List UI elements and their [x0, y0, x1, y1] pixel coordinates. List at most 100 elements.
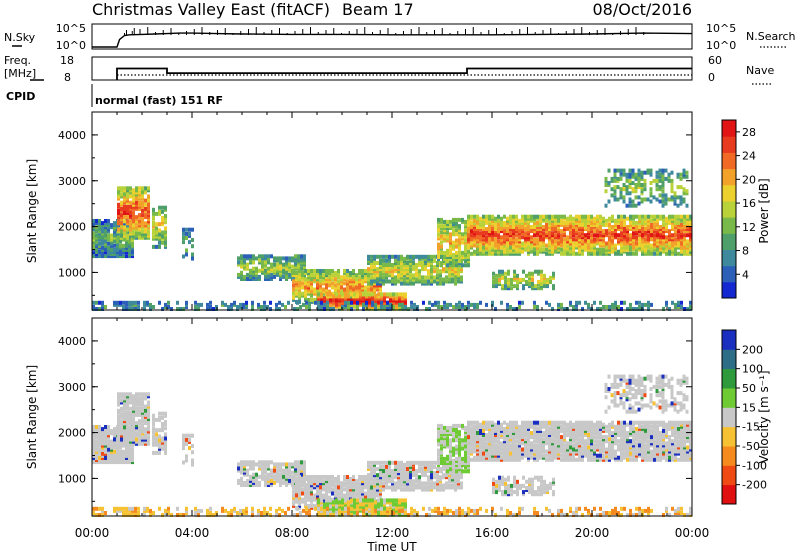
echo-cell: [322, 479, 325, 484]
echo-cell: [152, 442, 155, 447]
echo-cell: [677, 241, 680, 246]
echo-cell: [128, 247, 131, 252]
echo-cell: [191, 458, 194, 463]
echo-cell: [587, 235, 590, 240]
echo-cell: [656, 247, 659, 252]
echo-cell: [602, 231, 605, 236]
echo-cell: [325, 285, 328, 290]
echo-cell: [542, 237, 545, 242]
echo-cell: [467, 245, 470, 250]
echo-cell: [634, 183, 638, 187]
echo-cell: [335, 302, 338, 307]
echo-cell: [643, 183, 647, 187]
echo-cell: [246, 478, 249, 483]
echo-cell: [319, 273, 322, 278]
echo-cell: [452, 305, 455, 309]
echo-cell: [491, 214, 494, 219]
echo-cell: [164, 420, 167, 424]
echo-cell: [322, 485, 325, 490]
echo-cell: [662, 241, 665, 246]
echo-cell: [152, 244, 155, 249]
echo-cell: [300, 262, 303, 267]
echo-cell: [440, 263, 443, 268]
echo-cell: [282, 474, 285, 479]
echo-cell: [135, 217, 138, 222]
echo-cell: [98, 427, 101, 432]
echo-cell: [264, 277, 267, 281]
echo-cell: [617, 305, 620, 309]
echo-cell: [485, 214, 488, 219]
echo-cell: [427, 275, 430, 280]
echo-cell: [349, 295, 352, 300]
echo-cell: [270, 262, 273, 267]
echo-cell: [578, 225, 581, 229]
echo-cell: [98, 225, 101, 230]
echo-cell: [295, 279, 298, 284]
echo-cell: [338, 508, 341, 513]
echo-cell: [131, 302, 134, 307]
echo-cell: [332, 508, 335, 513]
echo-cell: [188, 433, 191, 438]
echo-cell: [613, 197, 617, 202]
echo-cell: [329, 510, 332, 515]
echo-cell: [543, 273, 546, 278]
echo-cell: [122, 247, 125, 252]
echo-cell: [661, 181, 665, 185]
echo-cell: [146, 302, 149, 307]
echo-cell: [527, 235, 530, 240]
echo-cell: [117, 211, 120, 215]
echo-cell: [659, 251, 662, 256]
echo-cell: [120, 423, 123, 428]
echo-cell: [107, 241, 110, 246]
echo-cell: [635, 229, 638, 234]
echo-cell: [317, 292, 320, 297]
echo-cell: [255, 277, 258, 281]
echo-cell: [551, 231, 554, 236]
echo-cell: [602, 251, 605, 256]
echo-cell: [300, 468, 303, 473]
colorbar-tick-label: 8: [742, 245, 749, 258]
echo-cell: [437, 244, 440, 249]
echo-cell: [267, 272, 270, 277]
echo-cell: [479, 218, 482, 223]
echo-cell: [560, 235, 563, 240]
echo-cell: [457, 267, 460, 272]
echo-cell: [497, 218, 500, 223]
echo-cell: [107, 431, 110, 436]
echo-cell: [141, 439, 144, 444]
echo-cell: [164, 240, 167, 245]
echo-cell: [110, 254, 113, 259]
echo-cell: [152, 422, 155, 426]
echo-cell: [371, 296, 374, 301]
echo-cell: [273, 474, 276, 479]
echo-cell: [494, 220, 497, 225]
echo-cell: [656, 231, 659, 236]
echo-cell: [120, 233, 123, 238]
echo-cell: [495, 277, 498, 282]
echo-cell: [644, 220, 647, 225]
echo-cell: [689, 227, 692, 231]
echo-cell: [662, 247, 665, 252]
echo-cell: [659, 247, 662, 252]
echo-cell: [685, 174, 689, 179]
echo-cell: [147, 196, 150, 201]
echo-cell: [392, 508, 395, 513]
echo-cell: [125, 231, 128, 236]
echo-cell: [359, 300, 362, 305]
echo-cell: [454, 275, 457, 280]
echo-cell: [135, 392, 138, 397]
echo-cell: [403, 277, 406, 282]
echo-cell: [104, 439, 107, 444]
echo-cell: [263, 300, 266, 305]
echo-cell: [452, 230, 455, 235]
echo-cell: [258, 460, 261, 465]
echo-cell: [182, 231, 185, 236]
echo-cell: [664, 193, 668, 198]
echo-cell: [467, 233, 470, 238]
echo-cell: [149, 305, 152, 309]
echo-cell: [491, 247, 494, 252]
echo-cell: [512, 235, 515, 240]
echo-cell: [320, 502, 323, 507]
echo-cell: [270, 468, 273, 473]
echo-cell: [664, 176, 668, 181]
